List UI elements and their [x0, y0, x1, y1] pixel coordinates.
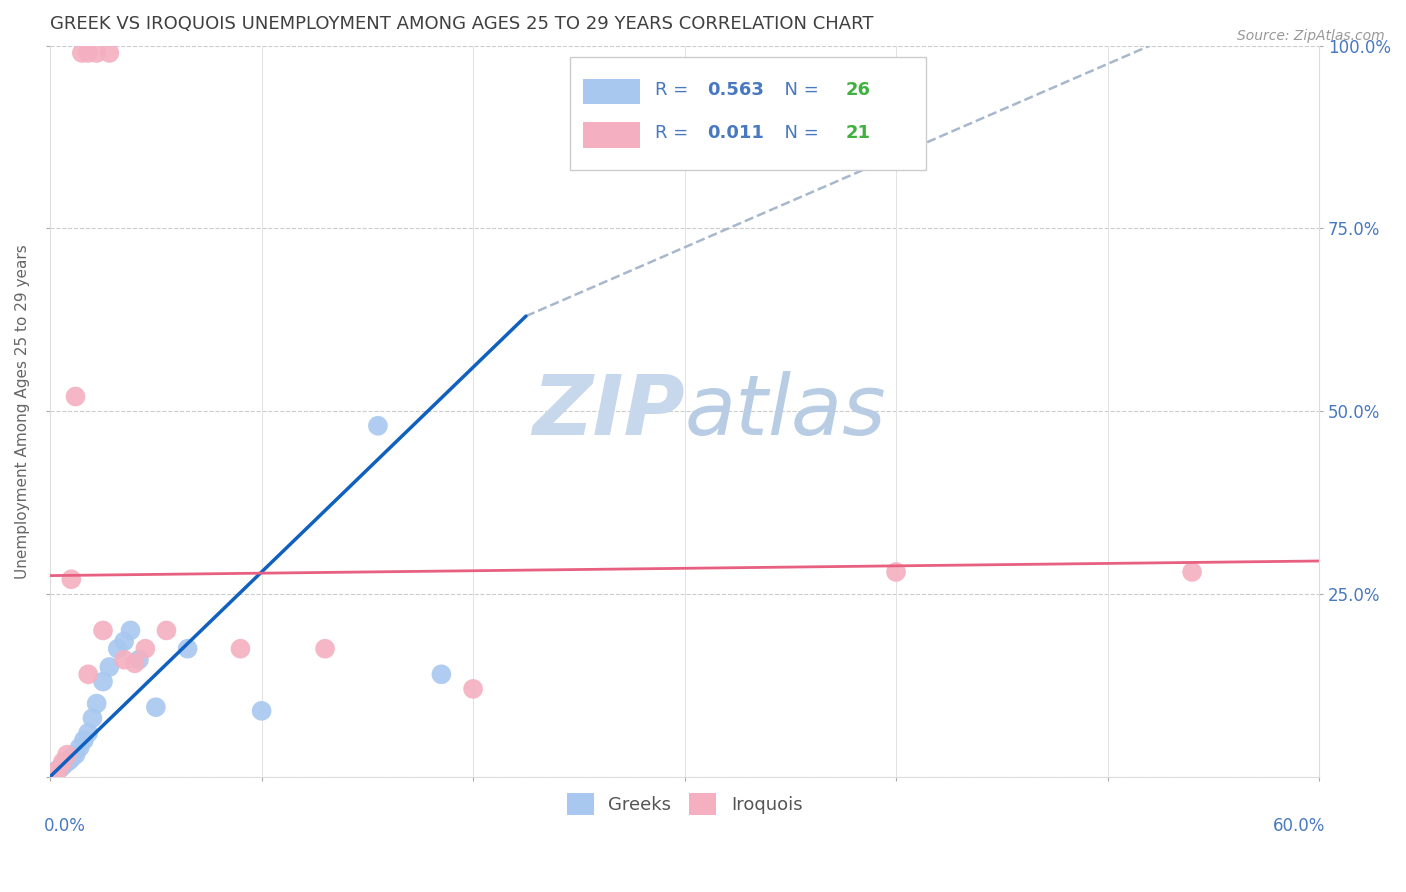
Point [82, 711, 104, 725]
Point [91, 674, 114, 689]
Point [49, 761, 72, 775]
Point [60, 572, 83, 586]
Text: 26: 26 [845, 80, 870, 98]
Point [60, 751, 83, 765]
Point [176, 641, 198, 656]
Point [112, 634, 135, 648]
Text: atlas: atlas [685, 371, 886, 451]
Point [91, 624, 114, 638]
Text: R =: R = [655, 124, 695, 143]
Point [461, 681, 484, 696]
Text: 0.563: 0.563 [707, 80, 765, 98]
Legend: Greeks, Iroquois: Greeks, Iroquois [560, 786, 810, 822]
Point [65, 390, 87, 404]
Point [86, 45, 108, 60]
Text: 0.011: 0.011 [707, 124, 765, 143]
Bar [571, 56, 925, 170]
Point [128, 653, 150, 667]
Point [45, 764, 67, 778]
Point [124, 657, 146, 671]
Point [98, 660, 121, 674]
Point [145, 700, 167, 714]
Point [56, 747, 79, 762]
Point [430, 667, 453, 681]
Point [86, 697, 108, 711]
Point [65, 747, 87, 762]
Point [56, 755, 79, 769]
Text: 0.0%: 0.0% [44, 817, 86, 835]
Text: N =: N = [773, 80, 825, 98]
Text: Source: ZipAtlas.com: Source: ZipAtlas.com [1237, 29, 1385, 43]
Point [367, 418, 389, 433]
Point [314, 641, 336, 656]
Point [44, 766, 66, 780]
Point [58, 754, 80, 768]
Point [69, 740, 91, 755]
Point [884, 565, 907, 579]
Point [98, 45, 121, 60]
Point [107, 641, 129, 656]
Point [52, 758, 75, 772]
Point [70, 45, 93, 60]
Point [155, 624, 177, 638]
Point [120, 624, 142, 638]
Text: 21: 21 [845, 124, 870, 143]
Point [229, 641, 252, 656]
Text: N =: N = [773, 124, 825, 143]
Point [250, 704, 273, 718]
Point [48, 762, 70, 776]
Text: R =: R = [655, 80, 695, 98]
Point [77, 667, 100, 681]
Point [77, 45, 100, 60]
Bar [583, 78, 640, 104]
Point [53, 756, 76, 771]
Point [77, 725, 100, 739]
Point [112, 653, 135, 667]
Text: ZIP: ZIP [531, 371, 685, 451]
Text: 60.0%: 60.0% [1272, 817, 1326, 835]
Bar [583, 122, 640, 148]
Point [1181, 565, 1204, 579]
Point [52, 755, 75, 769]
Y-axis label: Unemployment Among Ages 25 to 29 years: Unemployment Among Ages 25 to 29 years [15, 244, 30, 579]
Point [48, 762, 70, 776]
Point [44, 766, 66, 780]
Text: GREEK VS IROQUOIS UNEMPLOYMENT AMONG AGES 25 TO 29 YEARS CORRELATION CHART: GREEK VS IROQUOIS UNEMPLOYMENT AMONG AGE… [51, 15, 873, 33]
Point [73, 733, 96, 747]
Point [134, 641, 156, 656]
